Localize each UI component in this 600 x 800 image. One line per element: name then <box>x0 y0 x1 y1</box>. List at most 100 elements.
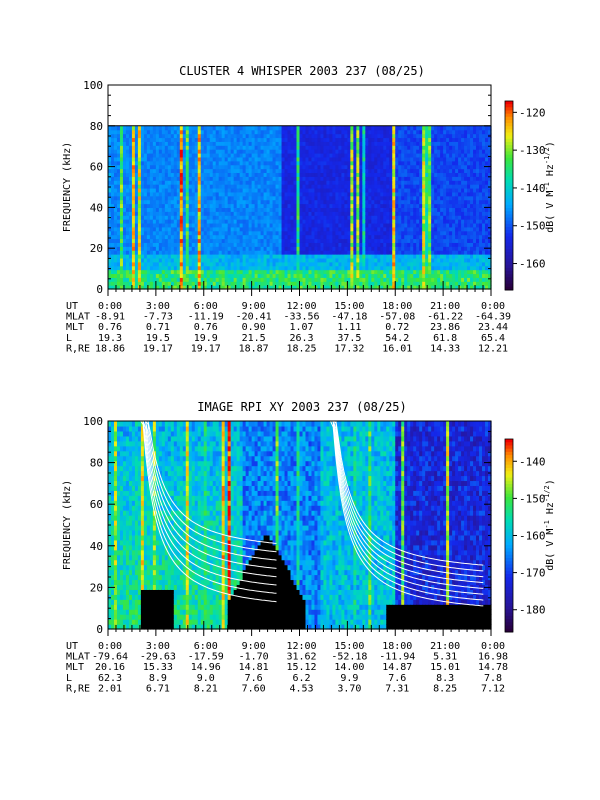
heatmap-cell <box>317 238 322 243</box>
heatmap-cell <box>308 160 313 166</box>
heatmap-cell <box>224 281 229 286</box>
heatmap-cell <box>422 149 426 154</box>
heatmap-cell <box>161 145 166 150</box>
heatmap-cell <box>173 172 178 177</box>
heatmap-cell <box>281 129 286 135</box>
heatmap-cell <box>251 222 256 228</box>
heatmap-cell <box>248 160 253 166</box>
heatmap-cell <box>197 207 202 212</box>
heatmap-cell <box>347 203 351 208</box>
heatmap-cell <box>407 164 411 170</box>
heatmap-cell <box>110 141 115 146</box>
heatmap-cell <box>395 246 399 251</box>
heatmap-cell <box>284 222 289 228</box>
heatmap-cell <box>143 261 148 267</box>
heatmap-cell <box>323 145 328 150</box>
heatmap-cell <box>257 129 262 135</box>
heatmap-cell <box>245 273 250 278</box>
heatmap-cell <box>344 153 348 158</box>
heatmap-cell <box>203 254 208 259</box>
heatmap-cell <box>275 172 280 177</box>
heatmap-cell <box>281 254 286 259</box>
heatmap-cell <box>272 207 277 212</box>
heatmap-cell <box>281 160 286 166</box>
heatmap-cell <box>116 281 121 286</box>
heatmap-cell <box>323 222 328 228</box>
heatmap-cell <box>131 265 136 271</box>
heatmap-cell <box>266 176 271 181</box>
heatmap-cell <box>278 265 283 271</box>
heatmap-cell <box>278 184 283 189</box>
heatmap-cell <box>347 234 351 240</box>
heatmap-cell <box>200 234 205 240</box>
heatmap-cell <box>341 277 345 282</box>
heatmap-cell <box>335 234 339 240</box>
heatmap-cell <box>233 246 238 251</box>
heatmap-cell <box>146 168 151 174</box>
heatmap-cell <box>428 281 432 286</box>
heatmap-cell <box>311 246 316 251</box>
heatmap-cell <box>329 129 334 135</box>
heatmap-cell <box>188 257 193 263</box>
heatmap-cell <box>281 250 286 255</box>
heatmap-cell <box>368 168 372 174</box>
heatmap-cell <box>164 133 169 139</box>
heatmap-cell <box>227 187 232 193</box>
heatmap-cell <box>212 246 217 251</box>
heatmap-cell <box>278 160 283 166</box>
heatmap-cell <box>248 195 253 201</box>
heatmap-cell <box>431 230 435 236</box>
heatmap-cell <box>410 242 414 247</box>
heatmap-cell <box>407 269 411 275</box>
heatmap-cell <box>248 234 253 240</box>
heatmap-cell <box>383 238 387 243</box>
heatmap-cell <box>239 195 244 201</box>
heatmap-cell <box>359 187 363 193</box>
heatmap-cell <box>389 261 393 267</box>
heatmap-cell <box>329 149 334 154</box>
heatmap-cell <box>389 137 393 142</box>
heatmap-cell <box>317 125 322 131</box>
heatmap-cell <box>113 164 118 170</box>
heatmap-cell <box>338 145 342 150</box>
heatmap-cell <box>452 222 456 228</box>
heatmap-cell <box>335 168 339 174</box>
heatmap-cell <box>395 141 399 146</box>
heatmap-cell <box>302 199 307 205</box>
heatmap-cell <box>122 129 127 135</box>
heatmap-cell <box>290 265 295 271</box>
heatmap-cell <box>200 250 205 255</box>
heatmap-cell <box>278 149 283 154</box>
heatmap-cell <box>260 153 265 158</box>
heatmap-cell <box>344 254 348 259</box>
heatmap-cell <box>335 199 339 205</box>
heatmap-cell <box>254 277 259 282</box>
heatmap-cell <box>209 219 214 224</box>
heatmap-cell <box>128 156 133 162</box>
heatmap-cell <box>320 261 325 267</box>
heatmap-cell <box>299 222 304 228</box>
heatmap-cell <box>446 261 450 267</box>
heatmap-cell <box>173 149 178 154</box>
heatmap-cell <box>137 222 142 228</box>
heatmap-cell <box>383 250 387 255</box>
heatmap-cell <box>359 261 363 267</box>
heatmap-cell <box>134 250 139 255</box>
heatmap-cell <box>389 153 393 158</box>
heatmap-cell <box>443 184 447 189</box>
heatmap-cell <box>140 199 145 205</box>
heatmap-cell <box>272 149 277 154</box>
heatmap-cell <box>221 141 226 146</box>
heatmap-cell <box>116 153 121 158</box>
heatmap-cell <box>323 195 328 201</box>
heatmap-cell <box>308 269 313 275</box>
heatmap-cell <box>377 168 381 174</box>
heatmap-cell <box>242 215 247 220</box>
heatmap-cell <box>458 277 462 282</box>
heatmap-cell <box>182 145 187 150</box>
heatmap-cell <box>338 219 342 224</box>
heatmap-cell <box>401 164 405 170</box>
heatmap-cell <box>203 242 208 247</box>
heatmap-cell <box>224 269 229 275</box>
heatmap-cell <box>350 257 354 263</box>
